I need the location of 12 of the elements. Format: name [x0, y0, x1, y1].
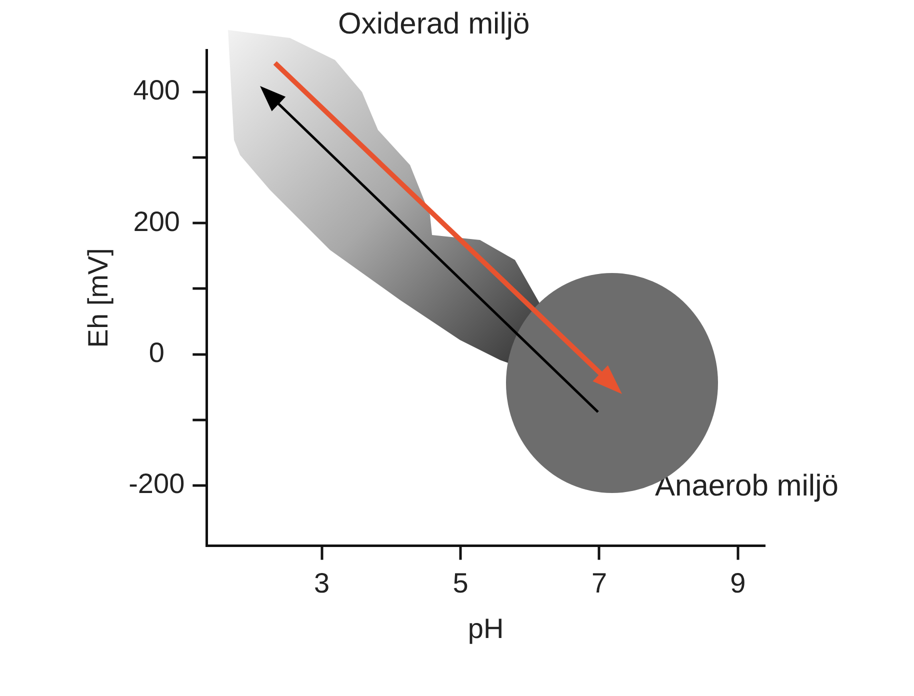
y-tick-label: 200: [133, 206, 180, 237]
x-tick-label: 3: [314, 567, 330, 598]
x-tick-label: 7: [591, 567, 608, 598]
y-axis-title: Eh [mV]: [82, 248, 114, 348]
x-axis-title: pH: [468, 612, 504, 644]
y-tick-label: 0: [148, 337, 164, 368]
y-tick-label: -200: [128, 468, 185, 500]
annotation: Anaerob miljö: [655, 469, 838, 502]
y-tick-label: 400: [133, 74, 180, 106]
text: Oxiderad miljö: [338, 7, 530, 40]
x-tick-label: 9: [730, 567, 746, 598]
x-tick-label: 5: [452, 567, 468, 598]
